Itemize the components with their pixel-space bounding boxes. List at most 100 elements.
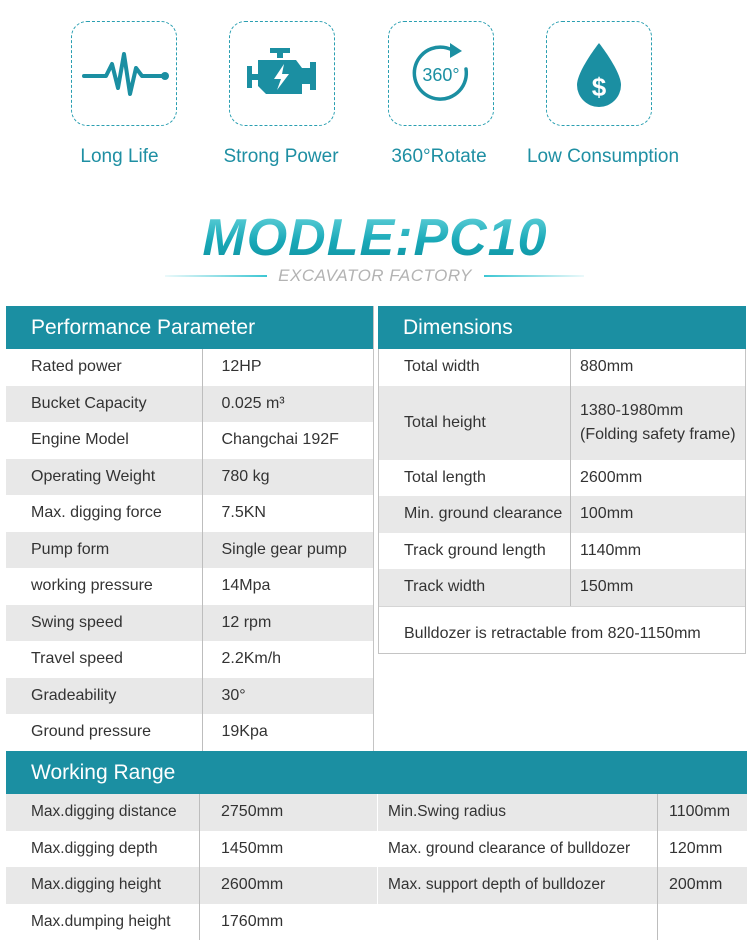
dimension-value-line1: 100mm xyxy=(580,505,634,523)
performance-value: 30° xyxy=(202,677,373,714)
range-key-right: Min.Swing radius xyxy=(377,794,657,831)
model-title: MODLE:PC10 xyxy=(0,208,750,268)
feature-low-consumption: $ xyxy=(546,21,652,126)
range-value-left: 1760mm xyxy=(199,903,377,940)
working-range-rows: Max.digging distance 2750mm Min.Swing radi… xyxy=(6,794,747,940)
dimension-key: Track ground length xyxy=(404,541,546,559)
dimension-value-line1: 1140mm xyxy=(580,541,642,559)
range-key-right xyxy=(377,903,657,940)
performance-value: 19Kpa xyxy=(202,714,373,751)
dimension-key: Total length xyxy=(404,468,486,486)
performance-value: 7.5KN xyxy=(202,495,373,532)
performance-key: Gradeability xyxy=(31,686,117,704)
range-key-right: Max. ground clearance of bulldozer xyxy=(377,830,657,867)
working-range-table: Working Range Max.digging distance 2750mm… xyxy=(6,751,747,941)
subtitle: EXCAVATOR FACTORY xyxy=(278,266,472,285)
performance-row: Operating Weight 780 kg xyxy=(6,458,373,495)
range-value-right: 200mm xyxy=(657,867,747,904)
working-range-row: Max.digging distance 2750mm Min.Swing radi… xyxy=(6,794,747,831)
range-value-right: 120mm xyxy=(657,830,747,867)
range-value-right xyxy=(657,903,747,940)
performance-value: Single gear pump xyxy=(202,531,373,568)
dimension-key: Total height xyxy=(404,413,486,431)
rotate-360-icon: 360° xyxy=(412,42,469,101)
dimension-value-line1: 880mm xyxy=(580,358,634,376)
performance-row: Swing speed 12 rpm xyxy=(6,604,373,641)
performance-key: Swing speed xyxy=(31,613,123,631)
range-key-right: Max. support depth of bulldozer xyxy=(377,867,657,904)
dimension-value: 2600mm xyxy=(570,459,745,496)
feature-360-rotate: 360° xyxy=(388,21,494,126)
dimension-value-line1: 150mm xyxy=(580,578,634,596)
performance-key: Travel speed xyxy=(31,650,123,668)
dimension-value-line2: (Folding safety frame) xyxy=(580,425,736,443)
performance-key: Pump form xyxy=(31,540,110,558)
performance-rows: Rated power 12HP Bucket Capacity 0.025 m³ En… xyxy=(6,349,373,751)
performance-value: 12 rpm xyxy=(202,604,373,641)
performance-row: Gradeability 30° xyxy=(6,677,373,714)
feature-strong-power xyxy=(229,21,335,126)
dimension-value-line1: 1380-1980mm xyxy=(580,401,684,419)
dimension-key: Track width xyxy=(404,578,486,596)
subtitle-divider-left xyxy=(165,275,267,277)
performance-parameter-table: Performance Parameter Rated power 12HP Buc… xyxy=(6,306,374,751)
feature-label-low-consumption: Low Consumption xyxy=(526,146,680,167)
dimension-row: Track width 150mm xyxy=(379,569,745,606)
engine-icon xyxy=(247,47,316,94)
subtitle-divider-right xyxy=(484,275,584,277)
performance-row: Bucket Capacity 0.025 m³ xyxy=(6,385,373,422)
range-key-left: Max.digging height xyxy=(31,876,162,894)
performance-key: Rated power xyxy=(31,358,122,376)
dimension-row: Min. ground clearance 100mm xyxy=(379,496,745,533)
dimension-value: 1380-1980mm (Folding safety frame) xyxy=(570,385,745,460)
dimensions-header: Dimensions xyxy=(378,306,746,349)
dimension-row: Total height 1380-1980mm (Folding safety f… xyxy=(379,385,745,460)
heartbeat-icon xyxy=(82,51,169,96)
performance-key: Ground pressure xyxy=(31,723,152,741)
working-range-header: Working Range xyxy=(6,751,747,794)
performance-row: Pump form Single gear pump xyxy=(6,531,373,568)
dimension-row: Track ground length 1140mm xyxy=(379,532,745,569)
performance-key: Bucket Capacity xyxy=(31,394,147,412)
performance-row: working pressure 14Mpa xyxy=(6,568,373,605)
subtitle-row: EXCAVATOR FACTORY xyxy=(0,264,750,288)
performance-row: Max. digging force 7.5KN xyxy=(6,495,373,532)
fuel-drop-icon: $ xyxy=(577,42,621,107)
performance-key: Max. digging force xyxy=(31,504,162,522)
performance-key: working pressure xyxy=(31,577,153,595)
dimension-value: 880mm xyxy=(570,349,745,386)
range-value-right: 1100mm xyxy=(657,794,747,831)
feature-label-strong-power: Strong Power xyxy=(223,146,339,167)
dimension-key: Total width xyxy=(404,358,480,376)
performance-value: 780 kg xyxy=(202,458,373,495)
performance-value: 12HP xyxy=(202,349,373,386)
performance-value: 2.2Km/h xyxy=(202,641,373,678)
dimension-value: 100mm xyxy=(570,496,745,533)
working-range-row: Max.dumping height 1760mm xyxy=(6,903,747,940)
performance-row: Rated power 12HP xyxy=(6,349,373,386)
fuel-drop-icon-text: $ xyxy=(592,72,607,102)
range-value-left: 2750mm xyxy=(199,794,377,831)
dimension-value: 1140mm xyxy=(570,532,745,569)
performance-value: 0.025 m³ xyxy=(202,385,373,422)
performance-row: Engine Model Changchai 192F xyxy=(6,422,373,459)
dimension-key: Min. ground clearance xyxy=(404,505,563,523)
performance-header: Performance Parameter xyxy=(6,306,373,349)
working-range-row: Max.digging height 2600mm Max. support dep… xyxy=(6,867,747,904)
dimension-value: 150mm xyxy=(570,569,745,606)
dimension-row: Total length 2600mm xyxy=(379,459,745,496)
performance-value: Changchai 192F xyxy=(202,422,373,459)
feature-label-long-life: Long Life xyxy=(80,146,159,167)
range-key-left: Max.digging distance xyxy=(31,803,177,821)
range-value-left: 1450mm xyxy=(199,830,377,867)
performance-key: Operating Weight xyxy=(31,467,156,485)
rotate-360-icon-text: 360° xyxy=(422,65,459,85)
range-key-left: Max.digging depth xyxy=(31,839,158,857)
range-key-left: Max.dumping height xyxy=(31,912,171,930)
performance-value: 14Mpa xyxy=(202,568,373,605)
dimensions-note: Bulldozer is retractable from 820-1150mm xyxy=(379,605,745,662)
performance-key: Engine Model xyxy=(31,431,129,449)
range-value-left: 2600mm xyxy=(199,867,377,904)
feature-long-life xyxy=(71,21,177,126)
dimension-row: Total width 880mm xyxy=(379,349,745,386)
